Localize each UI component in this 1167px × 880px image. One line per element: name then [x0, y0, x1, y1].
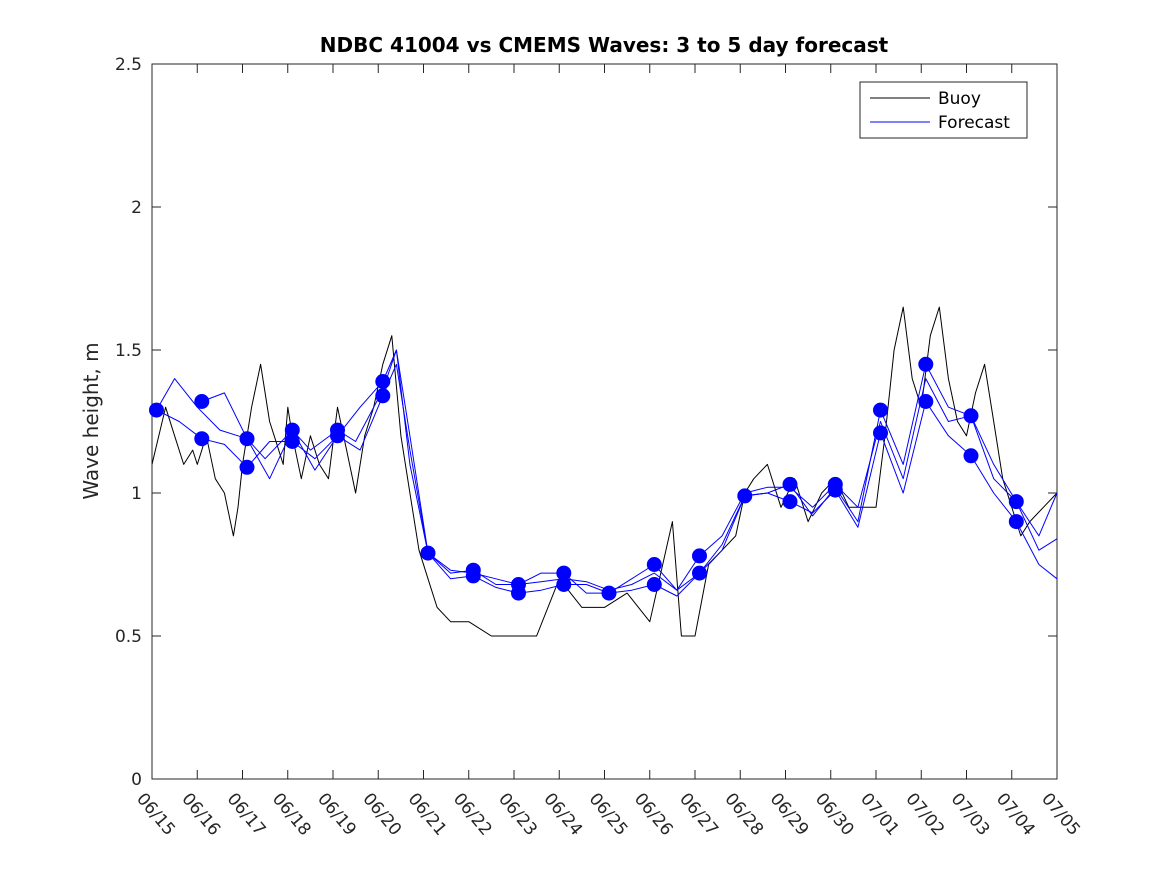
forecast-marker — [646, 577, 662, 592]
forecast-marker — [149, 402, 164, 418]
forecast-marker — [556, 577, 572, 592]
plot-area: 00.511.522.506/1506/1606/1706/1806/1906/… — [115, 55, 1084, 840]
forecast-marker — [692, 565, 707, 581]
x-tick-label: 06/20 — [358, 789, 405, 839]
forecast-marker — [782, 476, 798, 492]
y-tick-label: 2.5 — [115, 55, 142, 75]
forecast-marker — [239, 431, 255, 447]
forecast-marker — [420, 545, 436, 561]
forecast-marker — [511, 585, 526, 601]
legend-box — [859, 81, 1028, 139]
y-tick-label: 2 — [131, 198, 142, 218]
y-tick-label: 1.5 — [115, 341, 142, 361]
chart-title: NDBC 41004 vs CMEMS Waves: 3 to 5 day fo… — [320, 33, 889, 57]
x-tick-label: 06/29 — [766, 789, 813, 839]
forecast-marker — [194, 431, 210, 447]
forecast-marker — [1008, 514, 1024, 530]
forecast-marker — [873, 425, 888, 441]
forecast-marker — [465, 568, 481, 584]
forecast-marker — [963, 408, 979, 424]
forecast-marker — [873, 402, 888, 418]
buoy-line — [151, 306, 1058, 637]
legend: Buoy Forecast — [859, 81, 1028, 139]
x-tick-label: 07/04 — [992, 789, 1039, 839]
forecast-marker — [692, 548, 707, 564]
x-tick-label: 06/26 — [630, 789, 677, 839]
forecast-marker — [330, 428, 345, 444]
forecast-marker — [918, 394, 934, 409]
x-tick-label: 07/02 — [901, 789, 948, 839]
forecast-marker — [239, 459, 255, 475]
x-tick-label: 06/30 — [811, 789, 858, 839]
x-tick-label: 06/18 — [268, 789, 315, 839]
x-tick-label: 07/03 — [947, 789, 994, 839]
x-tick-label: 07/05 — [1037, 789, 1084, 839]
x-tick-label: 06/23 — [494, 789, 541, 839]
y-tick-label: 0.5 — [115, 627, 142, 647]
x-tick-label: 07/01 — [856, 789, 903, 839]
x-tick-label: 06/19 — [313, 789, 360, 839]
legend-label: Buoy — [938, 89, 981, 109]
forecast-line — [156, 349, 1058, 591]
forecast-marker — [782, 494, 798, 510]
forecast-marker — [646, 557, 662, 572]
forecast-marker — [375, 374, 391, 389]
x-tick-label: 06/22 — [449, 789, 496, 839]
x-tick-label: 06/21 — [404, 789, 451, 839]
x-tick-label: 06/15 — [132, 789, 179, 839]
x-tick-label: 06/27 — [675, 789, 722, 839]
forecast-marker — [918, 356, 934, 372]
forecast-marker — [375, 388, 391, 404]
x-tick-label: 06/28 — [720, 789, 767, 839]
forecast-marker — [284, 434, 300, 449]
y-tick-label: 1 — [131, 484, 142, 504]
forecast-line — [201, 349, 1058, 594]
x-tick-label: 06/16 — [177, 789, 224, 839]
forecast-marker — [194, 394, 210, 409]
x-tick-label: 06/25 — [585, 789, 632, 839]
y-axis-label: Wave height, m — [79, 342, 103, 499]
forecast-marker — [1008, 494, 1024, 510]
y-tick-label: 0 — [131, 770, 142, 790]
x-tick-label: 06/17 — [223, 789, 270, 839]
forecast-line — [156, 363, 1058, 597]
forecast-marker — [737, 488, 753, 504]
forecast-marker — [963, 448, 979, 464]
x-tick-label: 06/24 — [539, 789, 586, 839]
legend-label: Forecast — [938, 113, 1010, 133]
forecast-marker — [827, 482, 843, 498]
forecast-marker — [601, 585, 617, 601]
